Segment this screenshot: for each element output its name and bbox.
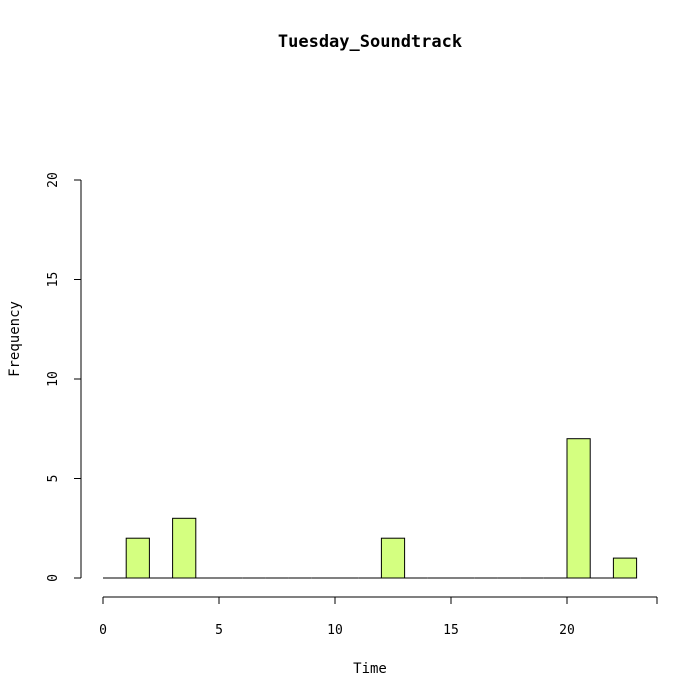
y-tick-label: 5	[46, 475, 61, 483]
y-tick-label: 15	[46, 272, 61, 288]
x-axis-label: Time	[353, 661, 387, 677]
histogram-bar-22	[612, 557, 638, 579]
y-tick-label: 20	[46, 172, 61, 188]
y-tick-label: 10	[46, 371, 61, 387]
histogram-bar-3	[172, 517, 197, 579]
x-tick-label: 5	[215, 623, 223, 638]
bars-group	[103, 438, 638, 579]
y-axis-label: Frequency	[7, 301, 23, 377]
histogram-bar-12	[380, 537, 406, 579]
y-axis: 0 5 10 15 20	[46, 172, 82, 582]
x-axis: 0 5 10 15 20	[99, 596, 658, 638]
x-tick-label: 10	[327, 623, 343, 638]
histogram-bar-20	[566, 438, 591, 579]
chart-title: Tuesday_Soundtrack	[278, 32, 462, 52]
histogram-bar-1	[125, 537, 150, 579]
x-tick-label: 15	[443, 623, 459, 638]
x-tick-label: 0	[99, 623, 107, 638]
y-tick-label: 0	[46, 574, 61, 582]
x-tick-label: 20	[559, 623, 575, 638]
